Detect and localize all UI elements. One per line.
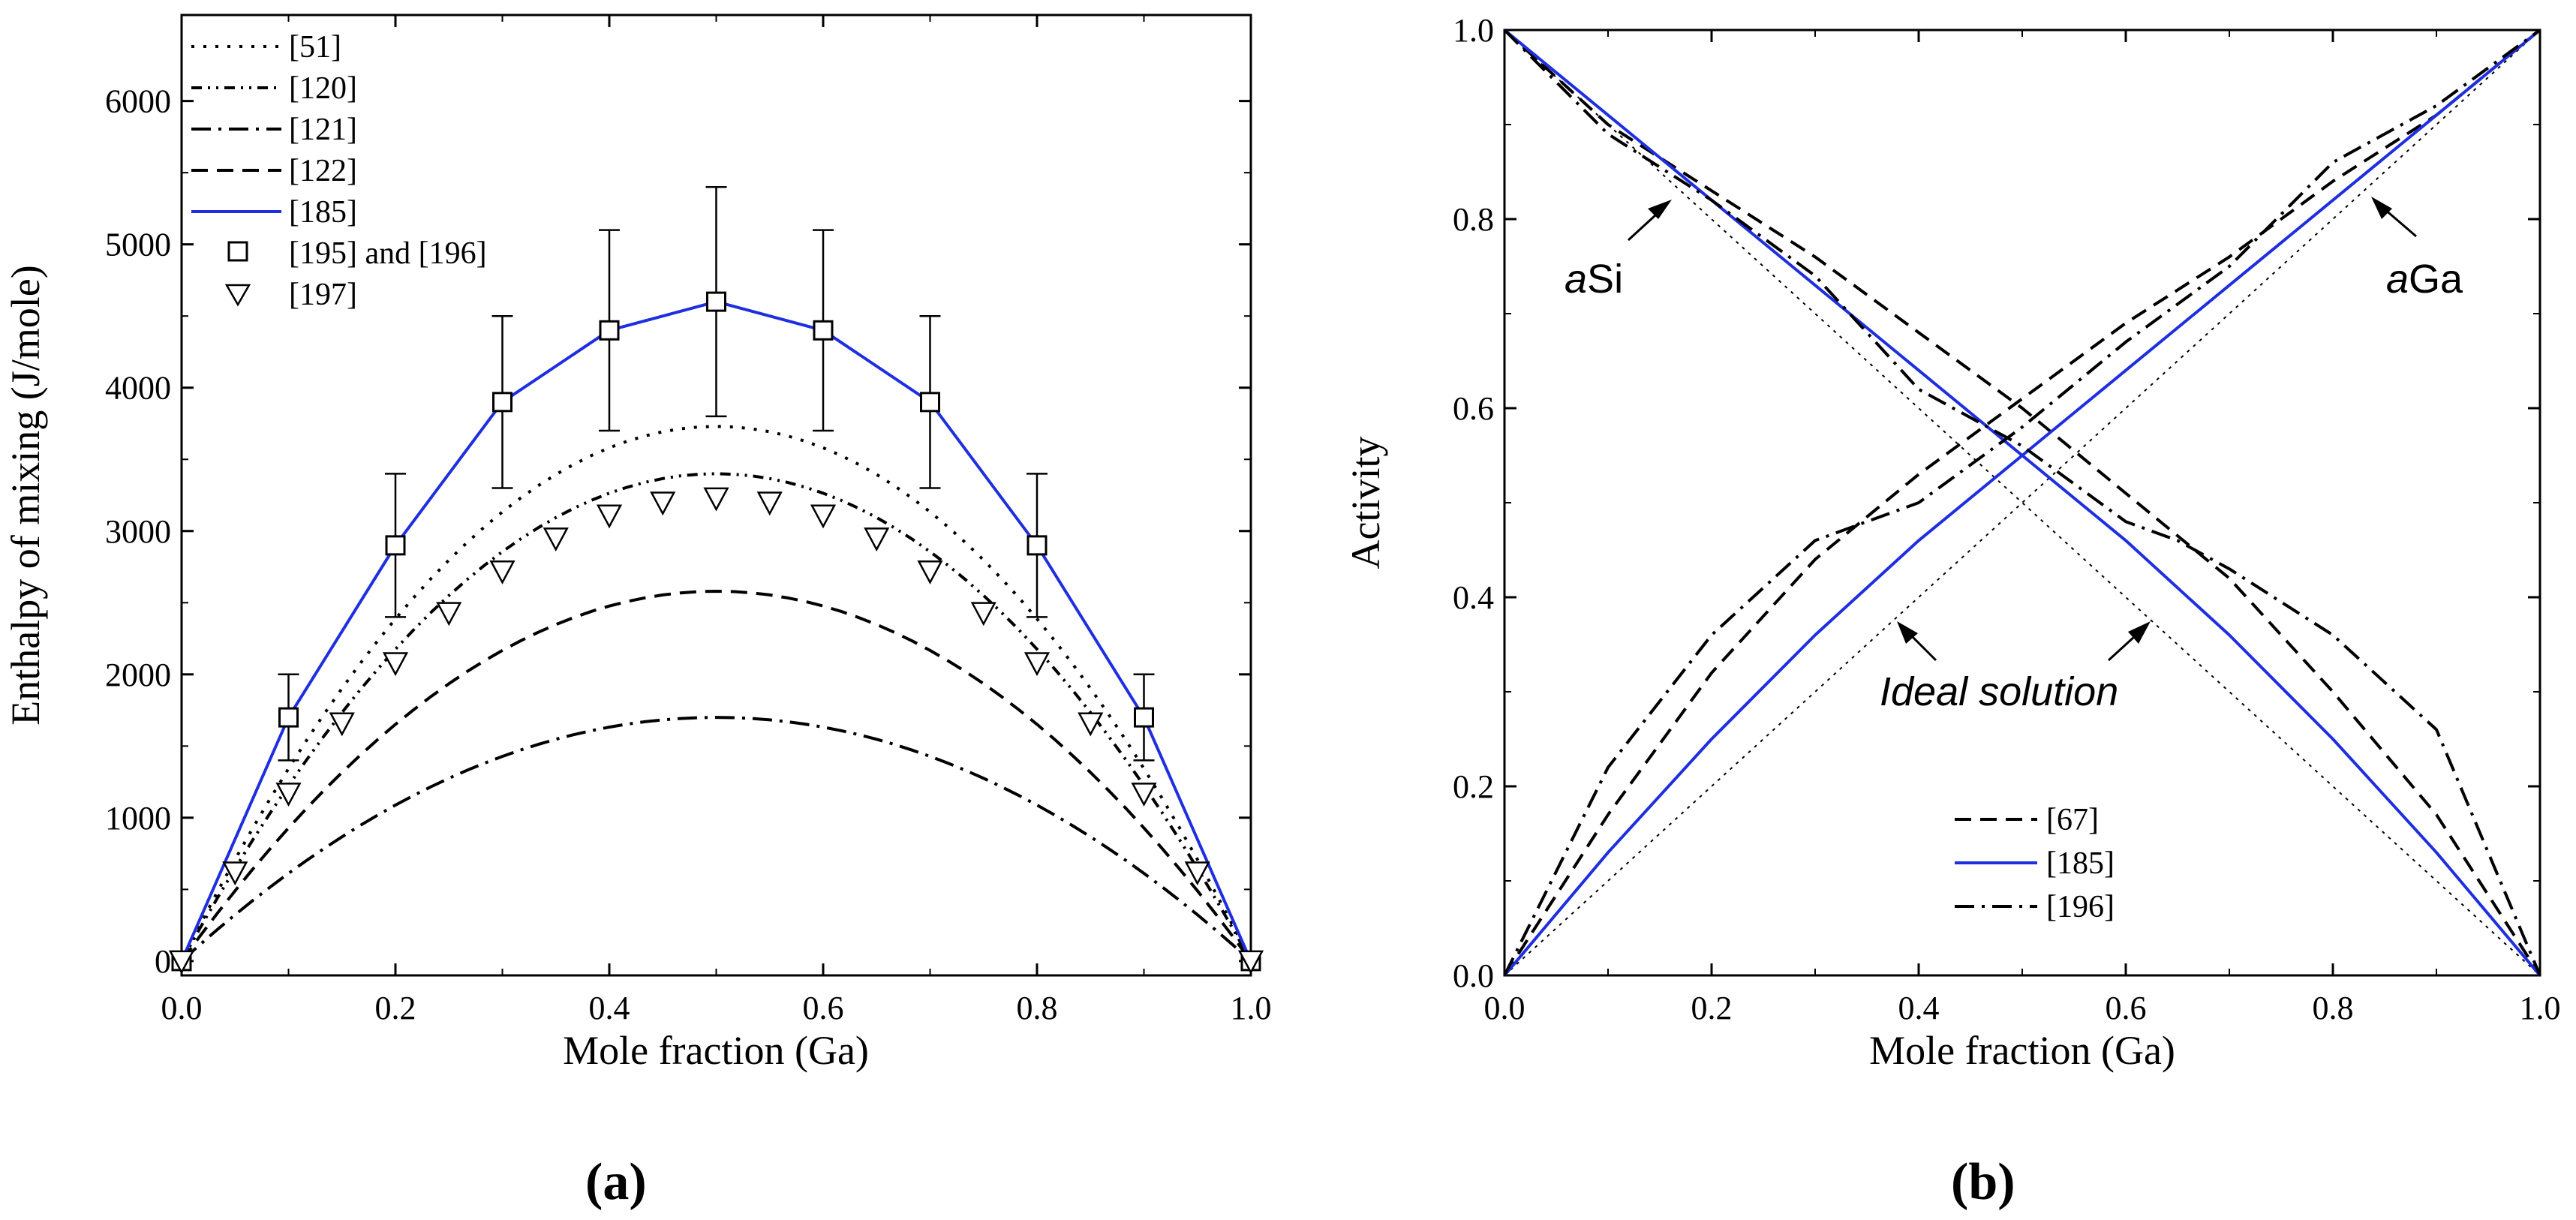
panel-a-enthalpy-chart: 0.0 0.2 0.4 0.6 0.8 1.0 0 1000 2000 3000 4000 5000 6… <box>3 14 1272 1211</box>
square-marker <box>492 392 512 413</box>
series-line-196-aSi <box>1503 29 2541 976</box>
annotation-aga: aGa <box>2386 257 2463 302</box>
annotation-ideal-solution: Ideal solution <box>1880 669 2118 714</box>
panel-a-x-tick-label: 0.4 <box>589 990 630 1026</box>
panel-a-x-tick-label: 0.2 <box>375 990 416 1026</box>
series-line-67-aSi <box>1503 29 2541 977</box>
legend-label: [121] <box>289 113 357 147</box>
triangle-marker <box>703 487 729 512</box>
series-line-121 <box>180 716 1252 963</box>
triangle-marker <box>436 602 462 627</box>
triangle-marker <box>382 652 409 677</box>
panel-a-y-tick-label: 1000 <box>105 800 171 837</box>
triangle-marker <box>596 504 623 529</box>
square-marker <box>920 392 940 413</box>
series-line-122 <box>180 590 1252 963</box>
legend-label: [185] <box>2046 846 2115 881</box>
triangle-marker <box>810 504 837 529</box>
triangle-marker <box>168 950 195 975</box>
panel-b-y-tick-label: 0.8 <box>1453 201 1494 238</box>
panel-b-y-tick-label: 1.0 <box>1453 12 1494 49</box>
series-line-185-aGa <box>1503 29 2541 977</box>
legend-symbol <box>224 284 251 307</box>
panel-b-label: (b) <box>1951 1153 2015 1211</box>
panel-a-x-tick-label: 1.0 <box>1231 990 1272 1026</box>
panel-a-label: (a) <box>585 1153 647 1211</box>
panel-b-y-tick-label: 0.0 <box>1453 957 1494 994</box>
annotation-asi: aSi <box>1565 257 1623 302</box>
panel-a-y-tick-label: 4000 <box>105 370 171 407</box>
legend-symbol <box>227 241 248 262</box>
panel-b-x-axis-label: Mole fraction (Ga) <box>1869 1028 2175 1073</box>
triangle-marker <box>1237 950 1264 975</box>
triangle-marker <box>1078 712 1104 737</box>
triangle-marker <box>222 861 248 886</box>
panel-a-x-tick-label: 0.0 <box>161 990 203 1026</box>
arrow-aga <box>2371 197 2417 238</box>
triangle-marker <box>329 712 355 737</box>
panel-b-plot-frame <box>1503 29 2541 977</box>
triangle-marker <box>864 527 890 551</box>
legend-label: [122] <box>289 154 357 188</box>
panel-b-y-tick-label: 0.6 <box>1453 390 1494 427</box>
arrow-ideal-right <box>2107 621 2151 662</box>
panel-a-x-tick-label: 0.8 <box>1017 990 1058 1026</box>
triangle-marker <box>489 560 516 584</box>
series-line-185-aSi <box>1503 29 2541 977</box>
legend-label: [196] <box>2046 890 2115 924</box>
legend-label: [67] <box>2046 803 2099 837</box>
panel-b-annotations: aSi aGa Ideal solution <box>1565 197 2463 714</box>
triangle-marker <box>756 491 783 516</box>
square-marker <box>385 535 406 556</box>
triangle-marker <box>970 602 996 627</box>
panel-b-x-tick-label: 1.0 <box>2520 990 2561 1026</box>
arrow-asi <box>1627 200 1672 242</box>
panel-a-y-tick-label: 0 <box>155 943 171 980</box>
square-marker <box>278 707 299 728</box>
legend-label: [51] <box>289 30 341 65</box>
panel-b-x-tick-label: 0.2 <box>1691 990 1733 1026</box>
panel-b-y-tick-label: 0.2 <box>1453 768 1494 805</box>
square-marker <box>706 291 726 312</box>
legend-label: [197] <box>289 278 357 312</box>
legend-label: [120] <box>289 71 357 106</box>
legend-label: [195] and [196] <box>289 236 487 271</box>
panel-a-y-axis-label: Enthalpy of mixing (J/mole) <box>3 265 48 725</box>
panel-a-legend: [51] [120] [121] [122] [185] [195] and [196] [… <box>191 30 487 312</box>
series-line-IdealaSi <box>1504 29 2541 976</box>
triangle-marker <box>1184 861 1210 886</box>
square-marker <box>813 320 834 341</box>
square-marker <box>1026 535 1048 556</box>
panel-a-y-tick-label: 2000 <box>105 657 171 693</box>
panel-b-y-axis-label: Activity <box>1343 437 1388 569</box>
panel-b-y-tick-label: 0.4 <box>1453 579 1494 616</box>
panel-a-y-tick-label: 6000 <box>105 83 171 120</box>
square-marker <box>599 320 620 341</box>
legend-label: [185] <box>289 195 357 230</box>
panel-b-activity-chart: 0.0 0.2 0.4 0.6 0.8 1.0 0.0 0.2 0.4 0.6 0.8 1.0 [67… <box>1343 12 2561 1211</box>
triangle-marker <box>1131 783 1157 807</box>
panel-b-legend: [67] [185] [196] <box>1955 803 2115 924</box>
series-line-196-aGa <box>1503 29 2541 976</box>
triangle-marker <box>650 491 676 516</box>
panel-a-y-tick-label: 5000 <box>105 227 171 263</box>
series-line-IdealaGa <box>1504 29 2541 976</box>
panel-a-x-axis-label: Mole fraction (Ga) <box>563 1028 869 1073</box>
panel-a-x-tick-label: 0.6 <box>803 990 844 1026</box>
series-line-67-aGa <box>1503 29 2541 977</box>
panel-b-x-tick-label: 0.0 <box>1484 990 1525 1026</box>
arrow-ideal-left <box>1897 621 1937 662</box>
triangle-marker <box>543 527 569 551</box>
panel-b-x-tick-label: 0.8 <box>2313 990 2354 1026</box>
triangle-marker <box>275 783 302 807</box>
square-marker <box>1134 707 1154 728</box>
panel-b-x-tick-label: 0.6 <box>2106 990 2147 1026</box>
panel-a-y-tick-label: 3000 <box>105 513 171 550</box>
triangle-marker <box>1023 652 1051 677</box>
triangle-marker <box>917 560 943 584</box>
panel-b-x-tick-label: 0.4 <box>1898 990 1940 1026</box>
